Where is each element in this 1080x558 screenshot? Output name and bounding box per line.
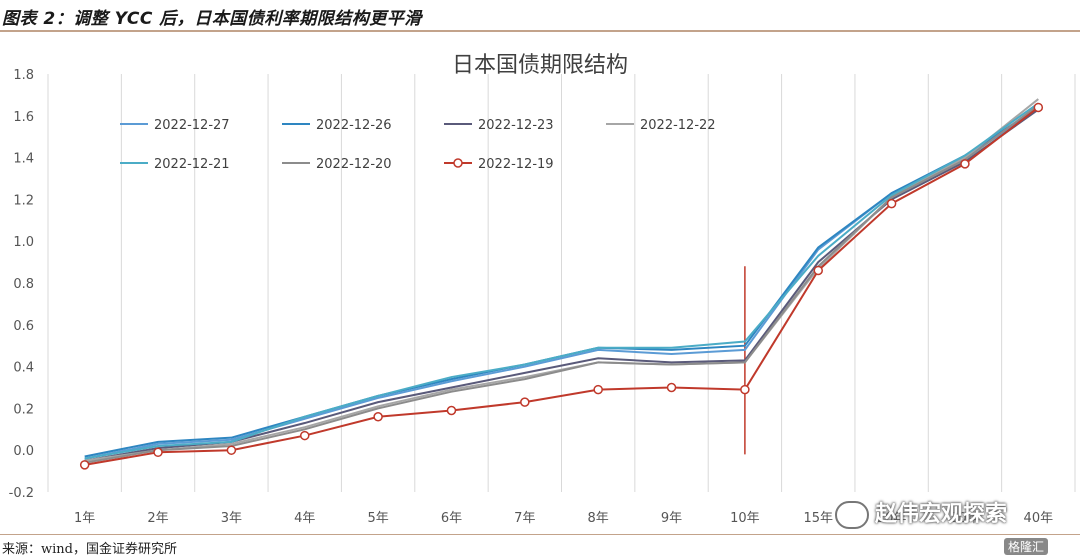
series-line xyxy=(84,104,1039,464)
x-tick-label: 5年 xyxy=(367,511,388,526)
y-tick-label: 1.2 xyxy=(13,193,34,208)
watermark-text: 赵伟宏观探索 xyxy=(875,502,1008,527)
data-point xyxy=(373,412,383,422)
y-tick-label: 0.6 xyxy=(13,319,34,334)
x-tick-label: 30年 xyxy=(950,511,980,526)
x-tick-label: 6年 xyxy=(441,511,462,526)
y-tick-label: 1.0 xyxy=(13,235,34,250)
data-point xyxy=(446,405,457,416)
data-point xyxy=(960,159,970,169)
source-note: 来源：wind，国金证券研究所 xyxy=(2,542,177,557)
y-tick-label: 0.8 xyxy=(13,277,34,292)
legend-label: 2022-12-22 xyxy=(640,118,716,133)
y-tick-label: 1.6 xyxy=(13,110,34,125)
y-tick-label: 0.2 xyxy=(13,402,34,417)
data-point xyxy=(813,265,823,276)
title-rule xyxy=(0,30,1080,32)
x-tick-label: 10年 xyxy=(730,511,760,526)
watermark: 赵伟宏观探索 xyxy=(835,496,1007,529)
data-point xyxy=(520,397,530,407)
legend-label: 2022-12-23 xyxy=(478,118,554,133)
bottom-rule xyxy=(0,534,1080,535)
legend-label: 2022-12-19 xyxy=(478,157,554,172)
data-point xyxy=(1033,102,1044,113)
data-point xyxy=(593,384,603,395)
data-point xyxy=(226,445,237,455)
x-tick-label: 20年 xyxy=(877,511,907,526)
x-tick-label: 9年 xyxy=(661,511,682,526)
y-tick-label: -0.2 xyxy=(9,486,34,501)
x-tick-label: 15年 xyxy=(803,511,833,526)
data-point xyxy=(740,384,750,395)
series-line xyxy=(84,106,1039,466)
data-point xyxy=(666,382,677,393)
x-tick-label: 3年 xyxy=(221,511,242,526)
y-tick-label: 0.0 xyxy=(13,444,34,459)
x-tick-label: 40年 xyxy=(1024,511,1054,526)
x-tick-label: 8年 xyxy=(588,511,609,526)
figure-title: 图表 2：调整 YCC 后，日本国债利率期限结构更平滑 xyxy=(2,9,422,29)
yield-curve-chart: 日本国债期限结构 -0.2 0.0 0.2 0.4 0.6 0.8 1.0 1.2 1.4 1.6 1… xyxy=(9,53,1076,526)
data-point xyxy=(153,447,163,458)
wechat-icon xyxy=(835,501,869,529)
legend-label: 2022-12-26 xyxy=(316,118,392,133)
series-line xyxy=(84,102,1039,460)
x-tick-label: 2年 xyxy=(147,511,168,526)
x-tick-label: 1年 xyxy=(74,511,95,526)
legend-label: 2022-12-21 xyxy=(154,157,230,172)
legend-label: 2022-12-20 xyxy=(316,157,392,172)
y-tick-label: 1.8 xyxy=(13,68,34,83)
data-point xyxy=(886,198,897,209)
legend-label: 2022-12-27 xyxy=(154,118,230,133)
y-tick-label: 0.4 xyxy=(13,361,34,376)
x-tick-label: 7年 xyxy=(514,511,535,526)
brand-logo: 格隆汇 xyxy=(1004,538,1049,555)
chart-title: 日本国债期限结构 xyxy=(452,53,628,78)
data-point xyxy=(79,460,90,470)
x-tick-label: 4年 xyxy=(294,511,315,526)
data-point xyxy=(300,430,310,441)
legend-marker xyxy=(453,158,463,168)
y-tick-label: 1.4 xyxy=(13,152,34,167)
